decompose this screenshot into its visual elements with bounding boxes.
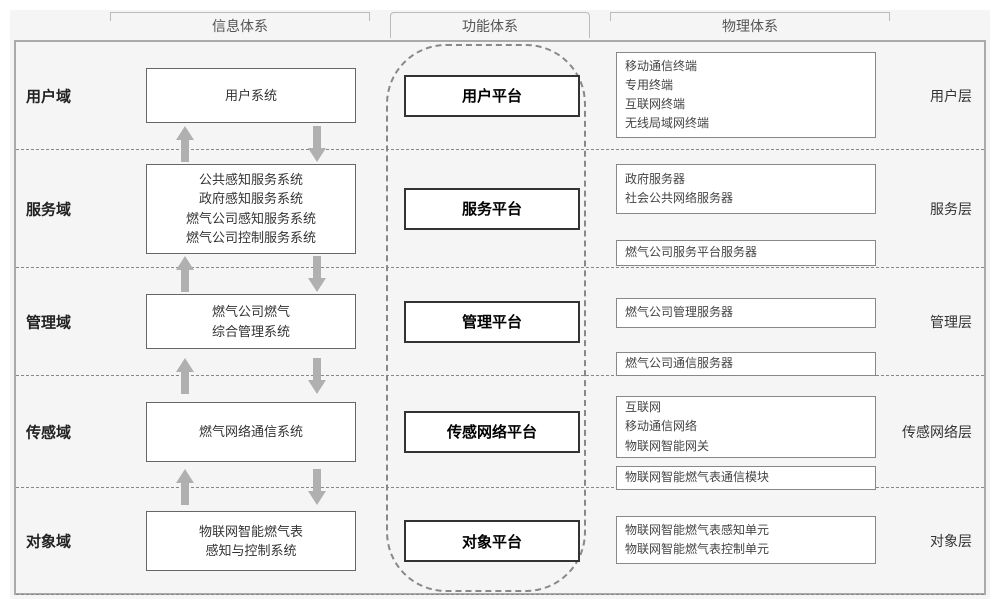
physical-box: 互联网移动通信网络物联网智能网关 bbox=[616, 396, 876, 458]
physical-box: 物联网智能燃气表通信模块 bbox=[616, 466, 876, 490]
outer-frame: 用户域 用户层 用户系统 用户平台移动通信终端专用终端互联网终端无线局域网终端 服务域… bbox=[14, 40, 986, 595]
function-platform-box: 服务平台 bbox=[404, 188, 580, 230]
arrow-up-icon bbox=[176, 126, 194, 162]
arrow-up-icon bbox=[176, 256, 194, 292]
domain-label: 管理域 bbox=[26, 311, 71, 332]
layer-label: 传感网络层 bbox=[902, 422, 972, 442]
layer-label: 用户层 bbox=[930, 86, 972, 106]
col-header-func: 功能体系 bbox=[390, 12, 590, 38]
layer-label: 服务层 bbox=[930, 199, 972, 219]
physical-box: 政府服务器社会公共网络服务器 bbox=[616, 164, 876, 214]
info-system-box: 用户系统 bbox=[146, 68, 356, 123]
physical-box: 燃气公司服务平台服务器 bbox=[616, 240, 876, 266]
arrow-down-icon bbox=[308, 469, 326, 505]
function-platform-box: 用户平台 bbox=[404, 75, 580, 117]
col-header-phys: 物理体系 bbox=[610, 12, 890, 38]
domain-label: 传感域 bbox=[26, 421, 71, 442]
arrow-down-icon bbox=[308, 256, 326, 292]
info-system-box: 燃气网络通信系统 bbox=[146, 402, 356, 462]
architecture-diagram: 信息体系 功能体系 物理体系 用户域 用户层 用户系统 用户平台移动通信终端专用终端互… bbox=[10, 10, 990, 599]
function-platform-box: 管理平台 bbox=[404, 301, 580, 343]
arrow-up-icon bbox=[176, 358, 194, 394]
row-object: 对象域 对象层 物联网智能燃气表感知与控制系统 对象平台物联网智能燃气表感知单元物联网… bbox=[16, 488, 984, 595]
domain-label: 用户域 bbox=[26, 85, 71, 106]
row-manage: 管理域 管理层 燃气公司燃气综合管理系统 管理平台 燃气公司管理服务器燃气公司通信服务器 bbox=[16, 268, 984, 376]
arrow-up-icon bbox=[176, 469, 194, 505]
physical-box: 燃气公司通信服务器 bbox=[616, 352, 876, 376]
function-platform-box: 对象平台 bbox=[404, 520, 580, 562]
info-system-box: 燃气公司燃气综合管理系统 bbox=[146, 294, 356, 349]
row-service: 服务域 服务层 公共感知服务系统政府感知服务系统燃气公司感知服务系统燃气公司控制服务… bbox=[16, 150, 984, 268]
function-platform-box: 传感网络平台 bbox=[404, 411, 580, 453]
domain-label: 服务域 bbox=[26, 198, 71, 219]
row-user: 用户域 用户层 用户系统 用户平台移动通信终端专用终端互联网终端无线局域网终端 bbox=[16, 42, 984, 150]
physical-box: 物联网智能燃气表感知单元物联网智能燃气表控制单元 bbox=[616, 516, 876, 564]
layer-label: 对象层 bbox=[930, 531, 972, 551]
physical-box: 移动通信终端专用终端互联网终端无线局域网终端 bbox=[616, 52, 876, 138]
physical-box: 燃气公司管理服务器 bbox=[616, 298, 876, 328]
layer-label: 管理层 bbox=[930, 312, 972, 332]
domain-label: 对象域 bbox=[26, 531, 71, 552]
info-system-box: 物联网智能燃气表感知与控制系统 bbox=[146, 511, 356, 571]
info-system-box: 公共感知服务系统政府感知服务系统燃气公司感知服务系统燃气公司控制服务系统 bbox=[146, 164, 356, 254]
col-header-info: 信息体系 bbox=[110, 12, 370, 38]
arrow-down-icon bbox=[308, 358, 326, 394]
row-sense: 传感域 传感网络层 燃气网络通信系统 传感网络平台互联网移动通信网络物联网智能网关物联… bbox=[16, 376, 984, 488]
arrow-down-icon bbox=[308, 126, 326, 162]
